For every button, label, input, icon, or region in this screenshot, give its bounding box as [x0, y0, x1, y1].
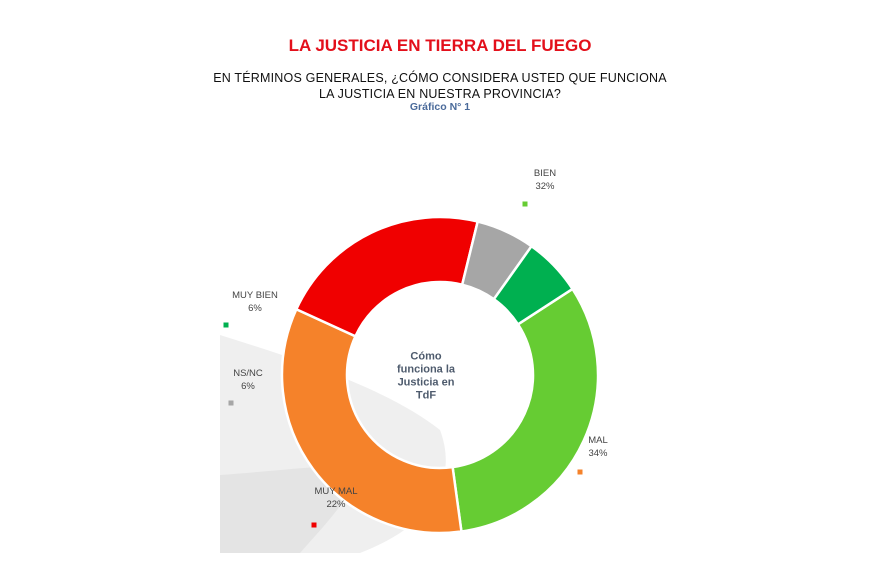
center-label-line: Justicia en — [398, 377, 455, 389]
chart-question: EN TÉRMINOS GENERALES, ¿CÓMO CONSIDERA U… — [200, 70, 680, 102]
marker-ns-nc — [228, 400, 234, 406]
slice-category-label: MUY BIEN — [232, 290, 278, 301]
chart-title: LA JUSTICIA EN TIERRA DEL FUEGO — [288, 36, 592, 55]
marker-muy-bien — [223, 322, 229, 328]
slice-muy-mal — [294, 215, 480, 338]
marker-muy-mal — [311, 522, 317, 528]
donut-slices — [280, 215, 600, 535]
slice-muy-bien — [492, 244, 575, 327]
slice-category-label: MAL — [588, 435, 608, 446]
marker-bien — [522, 201, 528, 207]
slice-value-label: 34% — [588, 448, 608, 459]
slice-value-label: 6% — [248, 303, 262, 314]
slice-bien — [451, 287, 600, 533]
slice-value-label: 6% — [241, 381, 255, 392]
slice-mal — [280, 307, 463, 535]
question-line-2: LA JUSTICIA EN NUESTRA PROVINCIA? — [318, 87, 562, 101]
marker-mal — [577, 469, 583, 475]
center-label-line: funciona la — [397, 364, 456, 376]
slice-category-label: BIEN — [534, 168, 556, 179]
slice-value-label: 22% — [326, 499, 346, 510]
slice-labels: BIEN 32% MAL 34% MUY MAL 22% NS/NC 6% MUY BIEN 6% — [232, 168, 608, 510]
center-label-line: TdF — [416, 390, 436, 402]
label-markers — [223, 201, 583, 528]
background-swoosh-dark — [220, 466, 360, 553]
slice-value-label: 32% — [535, 181, 555, 192]
slice-category-label: MUY MAL — [314, 486, 357, 497]
slice-category-label: NS/NC — [233, 368, 263, 379]
chart-number: Gráfico N° 1 — [409, 101, 471, 113]
question-line-1: EN TÉRMINOS GENERALES, ¿CÓMO CONSIDERA U… — [213, 71, 667, 85]
center-label-line: Cómo — [410, 351, 441, 363]
